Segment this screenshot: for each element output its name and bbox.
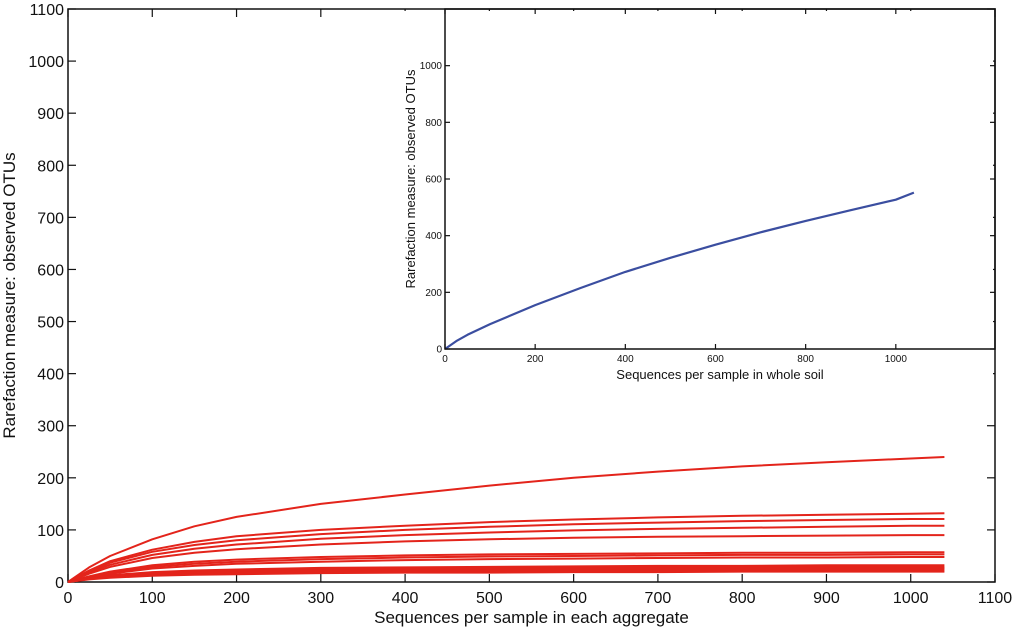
main-y-axis-label: Rarefaction measure: observed OTUs	[0, 152, 19, 438]
inset-series-line-1	[444, 191, 915, 350]
main-x-tick-label: 1000	[893, 590, 929, 607]
inset-x-tick-label: 800	[797, 354, 814, 365]
inset-y-tick-label: 200	[425, 288, 442, 299]
main-y-tick-label: 900	[37, 106, 64, 123]
main-y-tick-label: 0	[55, 575, 64, 592]
main-x-tick-label: 800	[729, 590, 756, 607]
main-y-tick-label: 1000	[28, 54, 64, 71]
main-ticks: 0 100 200 300 400 500 600 700 800 900 1000 11000100…	[28, 2, 1012, 607]
main-x-axis-label: Sequences per sample in each aggregate	[374, 608, 689, 627]
inset-y-tick-label: 0	[436, 345, 442, 356]
main-y-tick-label: 800	[37, 158, 64, 175]
inset-y-tick-label: 400	[425, 231, 442, 242]
main-series-line-8	[67, 556, 945, 583]
main-x-tick-label: 0	[64, 590, 73, 607]
main-x-tick-label: 100	[139, 590, 166, 607]
inset-x-tick-label: 400	[617, 354, 634, 365]
inset-series-group	[444, 191, 915, 350]
inset-y-tick-label: 600	[425, 175, 442, 186]
main-series-line-14	[67, 570, 945, 583]
main-x-tick-label: 900	[813, 590, 840, 607]
main-y-tick-label: 100	[37, 523, 64, 540]
inset-x-axis-label: Sequences per sample in whole soil	[616, 367, 824, 382]
main-y-tick-label: 700	[37, 210, 64, 227]
inset-x-tick-label: 0	[442, 354, 448, 365]
main-x-tick-label: 200	[223, 590, 250, 607]
inset-background	[397, 11, 993, 391]
main-series-line-6	[67, 551, 945, 583]
main-y-tick-label: 1100	[30, 2, 65, 19]
main-series-line-4	[67, 524, 945, 583]
main-x-tick-label: 600	[560, 590, 587, 607]
inset-x-tick-label: 600	[707, 354, 724, 365]
main-series-line-3	[67, 518, 945, 583]
main-series-line-1	[67, 456, 945, 583]
main-series-line-5	[67, 534, 945, 583]
main-series-line-7	[67, 553, 945, 583]
main-y-tick-label: 300	[37, 419, 64, 436]
inset-chart: 0 200 400 600 800 1000 0 200 400 600 800 1000 Seque…	[397, 8, 996, 391]
inset-x-tick-label: 1000	[885, 354, 908, 365]
main-y-tick-label: 600	[37, 262, 64, 279]
inset-y-tick-label: 800	[425, 118, 442, 129]
inset-x-tick-label: 200	[527, 354, 544, 365]
main-x-tick-label: 500	[476, 590, 503, 607]
inset-y-tick-label: 1000	[420, 61, 443, 72]
main-y-tick-label: 400	[37, 367, 64, 384]
inset-plot-frame	[444, 8, 996, 350]
main-x-tick-label: 1100	[978, 590, 1013, 607]
main-series-line-2	[67, 512, 945, 583]
inset-y-axis-label: Rarefaction measure: observed OTUs	[403, 69, 418, 288]
main-x-tick-label: 300	[307, 590, 334, 607]
main-x-tick-label: 400	[392, 590, 419, 607]
main-y-tick-label: 500	[37, 315, 64, 332]
main-series-group	[67, 456, 945, 583]
main-y-tick-label: 200	[37, 471, 64, 488]
main-x-tick-label: 700	[645, 590, 672, 607]
